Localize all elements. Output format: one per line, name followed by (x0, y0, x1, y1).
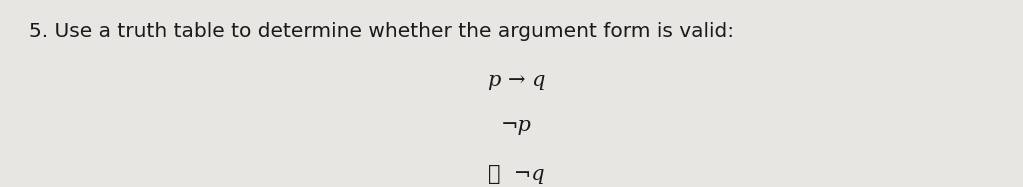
Text: ¬p: ¬p (501, 116, 532, 135)
Text: ∴  ¬q: ∴ ¬q (488, 165, 545, 184)
Text: 5. Use a truth table to determine whether the argument form is valid:: 5. Use a truth table to determine whethe… (29, 22, 733, 42)
Text: p → q: p → q (488, 71, 545, 90)
